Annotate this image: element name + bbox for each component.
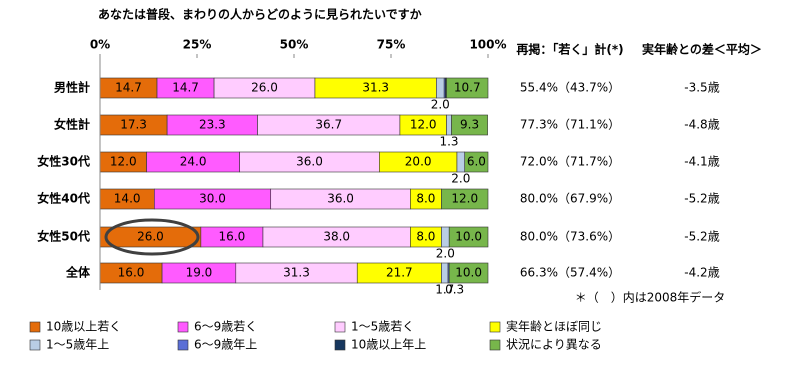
data-label: 30.0 xyxy=(199,192,226,206)
y-tick-label: 女性40代 xyxy=(37,191,90,206)
table-cell: 80.0%（73.6%） xyxy=(520,230,620,244)
legend-label: 状況により異なる xyxy=(506,337,602,352)
footnote: ＊（ ）内は2008年データ xyxy=(575,290,726,305)
legend-swatch xyxy=(29,321,41,333)
data-label: 12.0 xyxy=(451,192,478,206)
bar-segment xyxy=(446,77,489,99)
y-tick-label: 男性計 xyxy=(54,80,90,95)
data-label: 19.0 xyxy=(186,266,213,280)
data-label: 31.3 xyxy=(283,266,310,280)
data-label: 14.7 xyxy=(115,81,142,95)
table-cell: 77.3%（71.1%） xyxy=(520,118,620,132)
table-cell: 72.0%（71.7%） xyxy=(520,155,620,169)
legend-label: 6～9歳若く xyxy=(194,320,257,334)
data-label: 31.3 xyxy=(362,81,389,95)
data-label: 36.7 xyxy=(315,118,342,132)
data-label: 9.3 xyxy=(460,118,479,132)
table-header: 再掲：「若く」計(*) xyxy=(516,42,623,57)
highlight-circle xyxy=(104,218,200,256)
data-label: 8.0 xyxy=(416,230,435,244)
data-label: 2.0 xyxy=(431,98,450,112)
bar-segment xyxy=(451,114,488,136)
data-label: 10.0 xyxy=(455,266,482,280)
data-label: 10.7 xyxy=(454,81,481,95)
legend-label: 10歳以上若く xyxy=(46,320,121,334)
y-tick-label: 女性30代 xyxy=(37,154,90,169)
bar-segment xyxy=(448,226,489,248)
x-tick-label: 25% xyxy=(183,38,212,52)
data-label: 16.0 xyxy=(118,266,145,280)
bar-segment xyxy=(446,114,452,136)
bar-segment xyxy=(464,151,489,173)
data-label: 14.7 xyxy=(172,81,199,95)
chart-title: あなたは普段、まわりの人からどのように見られたいですか xyxy=(98,7,422,22)
data-label: 36.0 xyxy=(296,155,323,169)
x-tick-label: 75% xyxy=(377,38,406,52)
x-tick-label: 50% xyxy=(280,38,309,52)
data-label: 12.0 xyxy=(110,155,137,169)
table-cell: 80.0%（67.9%） xyxy=(520,192,620,206)
table-header: 実年齢との差＜平均＞ xyxy=(642,42,762,57)
bar-segment xyxy=(456,151,466,173)
x-tick-label: 0% xyxy=(90,38,110,52)
bar-segment xyxy=(448,262,489,284)
data-label: 24.0 xyxy=(180,155,207,169)
data-label: 8.0 xyxy=(416,192,435,206)
bar-segment xyxy=(441,188,489,210)
table-cell: -4.1歳 xyxy=(684,155,719,169)
legend-label: 1～5歳年上 xyxy=(46,338,109,352)
table-cell: 55.4%（43.7%） xyxy=(520,81,620,95)
data-label: 26.0 xyxy=(251,81,278,95)
table-cell: -4.2歳 xyxy=(684,266,719,280)
y-tick-label: 全体 xyxy=(65,265,91,280)
legend-swatch xyxy=(177,321,189,333)
data-label: 21.7 xyxy=(386,266,413,280)
data-label: 12.0 xyxy=(410,118,437,132)
bar-segment xyxy=(441,262,449,284)
data-label: 23.3 xyxy=(199,118,226,132)
data-label: 20.0 xyxy=(405,155,432,169)
data-label: 17.3 xyxy=(120,118,147,132)
bar-segment xyxy=(436,77,445,99)
data-label: 36.0 xyxy=(327,192,354,206)
data-label: 26.0 xyxy=(137,230,164,244)
data-label: 16.0 xyxy=(219,230,246,244)
table-cell: -5.2歳 xyxy=(684,230,719,244)
legend-swatch xyxy=(334,339,346,351)
table-cell: 66.3%（57.4%） xyxy=(520,266,620,280)
bar-segment xyxy=(441,226,450,248)
table-cell: -3.5歳 xyxy=(684,81,719,95)
legend-swatch xyxy=(177,339,189,351)
data-label: 1.3 xyxy=(439,135,458,149)
data-label: 0.3 xyxy=(445,283,464,297)
legend-label: 10歳以上年上 xyxy=(351,338,426,352)
legend-label: 6～9歳年上 xyxy=(194,338,257,352)
legend-label: 1～5歳若く xyxy=(351,320,414,334)
data-label: 2.0 xyxy=(451,172,470,186)
y-tick-label: 女性50代 xyxy=(37,229,90,244)
data-label: 2.0 xyxy=(436,247,455,261)
legend-swatch xyxy=(29,339,41,351)
legend-swatch xyxy=(489,339,501,351)
data-label: 38.0 xyxy=(323,230,350,244)
x-tick-label: 100% xyxy=(469,38,506,52)
table-cell: -4.8歳 xyxy=(684,118,719,132)
legend-label: 実年齢とほぼ同じ xyxy=(506,319,602,334)
data-label: 14.0 xyxy=(114,192,141,206)
data-label: 6.0 xyxy=(467,155,486,169)
data-label: 1.7 xyxy=(435,283,454,297)
legend-swatch xyxy=(489,321,501,333)
data-label: 10.0 xyxy=(455,230,482,244)
table-cell: -5.2歳 xyxy=(684,192,719,206)
y-tick-label: 女性計 xyxy=(54,117,90,132)
legend-swatch xyxy=(334,321,346,333)
